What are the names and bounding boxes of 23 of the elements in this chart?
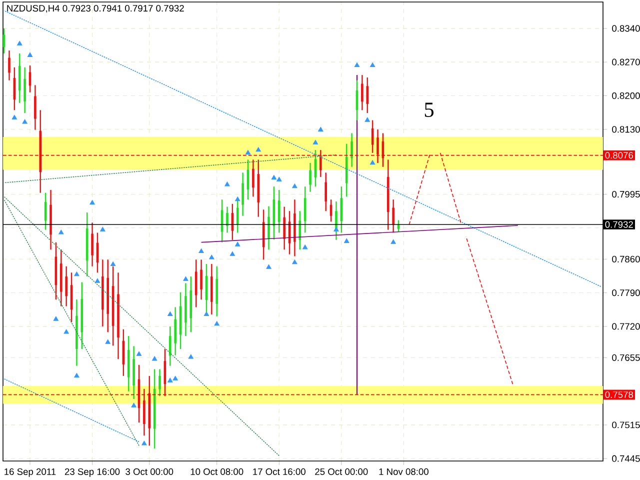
x-tick-label: 25 Oct 00:00 [315, 468, 368, 475]
y-tick-label: 0.7995 [612, 190, 640, 198]
ref-line-label: 0.8076 [605, 152, 633, 159]
y-tick-label: 0.7655 [612, 354, 640, 361]
x-tick-label: 1 Nov 08:00 [379, 468, 428, 475]
x-tick-label: 10 Oct 08:00 [190, 468, 244, 475]
y-tick-label: 0.8130 [612, 126, 640, 133]
x-tick-label: 17 Oct 16:00 [253, 468, 306, 475]
annotation: 5 [424, 102, 434, 117]
ref-line-label: 0.7932 [605, 221, 633, 228]
y-tick-label: 0.7720 [612, 323, 640, 330]
y-tick-label: 0.8270 [612, 58, 640, 66]
y-tick-label: 0.7445 [612, 455, 640, 462]
y-tick-label: 0.8200 [612, 92, 640, 100]
chart-title: NZDUSD,H4 0.7923 0.7941 0.7917 0.7932 [7, 4, 184, 13]
y-tick-label: 0.7515 [612, 422, 640, 428]
x-tick-label: 16 Sep 2011 [4, 468, 56, 477]
y-tick-label: 0.8340 [612, 25, 640, 32]
ref-line-label: 0.7578 [605, 391, 634, 398]
y-tick-label: 0.7790 [612, 289, 640, 296]
x-tick-label: 23 Sep 16:00 [64, 468, 120, 477]
y-tick-label: 0.7860 [612, 256, 640, 262]
x-tick-label: 3 Oct 00:00 [126, 468, 174, 475]
